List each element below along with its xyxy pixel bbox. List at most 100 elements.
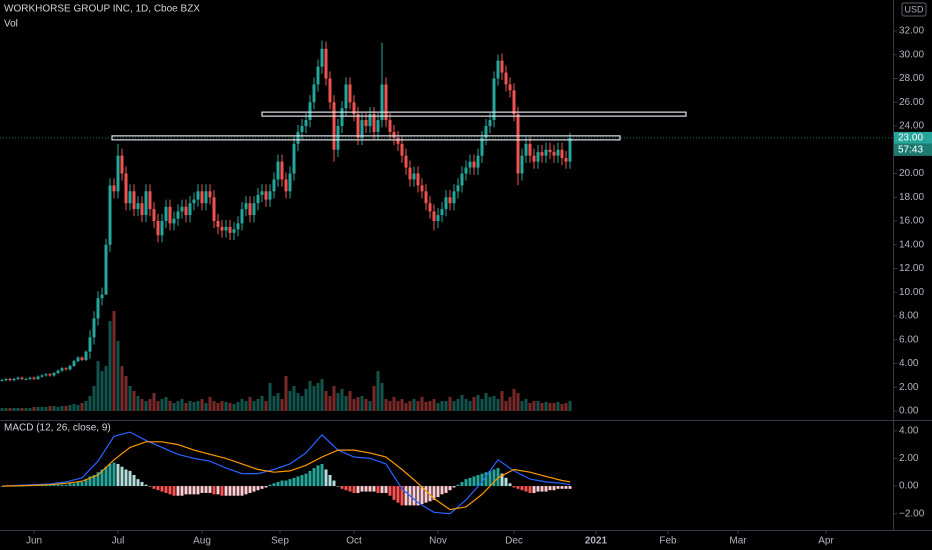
candle-body: [536, 152, 540, 162]
histogram-bar: [568, 486, 572, 489]
y-tick-label: 2.00: [899, 453, 919, 464]
last-price: 23.00: [898, 133, 923, 144]
candle-body: [372, 114, 376, 132]
candle-body: [464, 167, 468, 174]
candle-body: [252, 203, 256, 216]
histogram-bar: [256, 486, 260, 491]
candle-body: [476, 155, 480, 168]
histogram-bar: [448, 486, 452, 491]
volume-bar: [140, 399, 144, 411]
x-tick-label: Jun: [26, 536, 42, 547]
volume-bar: [124, 376, 128, 411]
candle-body: [216, 221, 220, 227]
histogram-bar: [300, 475, 304, 487]
histogram-bar: [468, 477, 472, 487]
volume-bar: [440, 401, 444, 411]
histogram-bar: [376, 486, 380, 493]
histogram-bar: [388, 486, 392, 496]
histogram-bar: [208, 486, 212, 493]
histogram-bar: [344, 486, 348, 491]
histogram-bar: [512, 486, 516, 488]
volume-bar: [324, 391, 328, 411]
histogram-bar: [192, 486, 196, 495]
y-tick-label: 12.00: [899, 263, 924, 274]
candle-body: [76, 357, 80, 362]
volume-bar: [328, 396, 332, 411]
currency-box[interactable]: [901, 2, 927, 17]
volume-bar: [396, 401, 400, 411]
candle-body: [404, 155, 408, 168]
histogram-bar: [184, 486, 188, 495]
candle-body: [200, 191, 204, 204]
candle-body: [240, 209, 244, 224]
histogram-bar: [156, 486, 160, 491]
histogram-bar: [488, 470, 492, 487]
histogram-bar: [88, 476, 92, 487]
candle-body: [124, 173, 128, 204]
y-tick-label: 4.00: [899, 358, 919, 369]
histogram-bar: [200, 486, 204, 493]
volume-bar: [20, 408, 24, 411]
x-tick-label: Apr: [818, 536, 834, 547]
volume-bar: [84, 401, 88, 411]
volume-bar: [448, 397, 452, 411]
histogram-bar: [260, 486, 264, 489]
volume-bar: [156, 401, 160, 411]
volume-bar: [408, 401, 412, 411]
volume-bar: [216, 403, 220, 411]
volume-bar: [248, 397, 252, 411]
candle-body: [84, 351, 88, 360]
candle-body: [560, 149, 564, 159]
candle-body: [412, 173, 416, 180]
volume-bar: [176, 401, 180, 411]
histogram-bar: [528, 486, 532, 493]
volume-bar: [368, 401, 372, 411]
volume-bar: [152, 393, 156, 411]
histogram-bar: [288, 479, 292, 487]
volume-bar: [340, 389, 344, 411]
x-tick-label: Oct: [346, 536, 362, 547]
candle-body: [60, 368, 64, 371]
volume-bar: [520, 401, 524, 411]
currency[interactable]: USD: [904, 4, 924, 14]
histogram-bar: [132, 475, 136, 487]
histogram-bar: [332, 480, 336, 487]
volume-bar: [416, 401, 420, 411]
candle-body: [16, 377, 20, 379]
volume-bar: [232, 404, 236, 411]
candle-body: [24, 378, 28, 380]
candle-body: [36, 376, 40, 379]
histogram-bar: [104, 466, 108, 487]
histogram-bar: [428, 486, 432, 502]
candle-body: [40, 375, 44, 377]
candle-body: [408, 167, 412, 180]
histogram-bar: [76, 481, 80, 487]
histogram-bar: [188, 486, 192, 495]
candle-body: [224, 226, 228, 231]
histogram-bar: [384, 486, 388, 493]
candle-body: [204, 191, 208, 204]
volume-bar: [500, 391, 504, 411]
histogram-bar: [160, 486, 164, 492]
candle-body: [484, 126, 488, 138]
candle-body: [316, 66, 320, 85]
volume-bar: [208, 397, 212, 411]
volume-bar: [192, 402, 196, 411]
candle-body: [20, 377, 24, 379]
volume-bar: [568, 401, 572, 411]
volume-bar: [256, 399, 260, 411]
histogram-bar: [352, 486, 356, 493]
histogram-bar: [220, 486, 224, 496]
y-tick-label: 24.00: [899, 121, 924, 132]
histogram-bar: [272, 483, 276, 487]
volume-bar: [528, 403, 532, 411]
histogram-bar: [0, 486, 4, 487]
y-tick-label: 18.00: [899, 192, 924, 203]
histogram-bar: [120, 466, 124, 487]
histogram-bar: [464, 479, 468, 487]
candle-body: [308, 102, 312, 121]
candle-body: [312, 84, 316, 103]
candle-body: [524, 143, 528, 156]
candle-body: [8, 378, 12, 381]
